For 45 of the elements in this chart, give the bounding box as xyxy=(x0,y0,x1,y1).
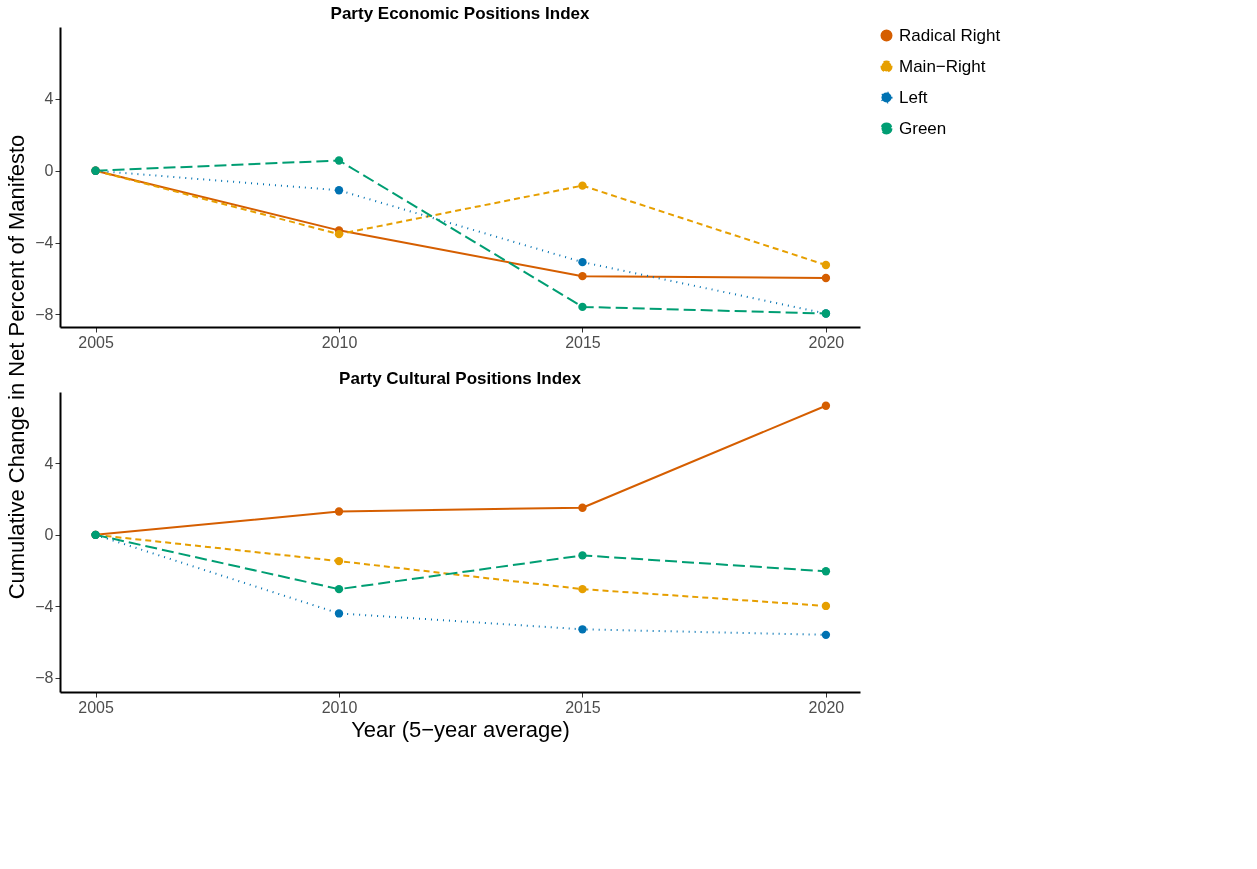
chart-title: Party Economic Positions Index xyxy=(330,4,590,23)
x-tick-label: 2010 xyxy=(321,333,358,351)
point xyxy=(334,584,344,594)
chart-title: Party Cultural Positions Index xyxy=(339,369,582,388)
y-tick-label: 4 xyxy=(44,90,54,108)
point xyxy=(334,156,344,165)
point xyxy=(334,186,344,195)
legend-label: Main−Right xyxy=(899,56,986,76)
x-tick-label: 2020 xyxy=(808,698,845,716)
point xyxy=(821,567,831,576)
legend-label: Green xyxy=(899,118,947,138)
point xyxy=(578,551,587,560)
x-axis-title: Year (5−year average) xyxy=(351,716,570,742)
legend-label: Radical Right xyxy=(899,25,1001,45)
y-tick-label: 4 xyxy=(44,454,54,472)
point xyxy=(578,271,587,281)
x-tick-label: 2005 xyxy=(78,333,114,351)
point xyxy=(578,503,587,512)
point xyxy=(821,273,831,283)
point xyxy=(334,556,344,566)
point xyxy=(578,181,587,190)
x-tick-label: 2005 xyxy=(78,698,114,716)
legend-label: Left xyxy=(899,87,928,107)
point xyxy=(578,584,587,594)
x-tick-label: 2015 xyxy=(565,333,601,351)
point xyxy=(821,401,831,410)
y-tick-label: −4 xyxy=(35,597,54,615)
y-tick-label: −8 xyxy=(35,669,54,687)
x-tick-label: 2015 xyxy=(565,698,601,716)
y-tick-label: −8 xyxy=(35,305,54,323)
y-tick-label: 0 xyxy=(44,526,54,544)
y-axis-title: Cumulative Change in Net Percent of Manifesto xyxy=(4,134,29,600)
point xyxy=(334,609,344,618)
y-tick-label: −4 xyxy=(35,234,54,252)
point xyxy=(821,630,831,640)
x-tick-label: 2020 xyxy=(808,333,845,351)
point xyxy=(821,601,831,611)
point xyxy=(578,625,587,634)
y-tick-label: 0 xyxy=(44,162,54,180)
point xyxy=(578,257,587,267)
point xyxy=(578,302,587,312)
point xyxy=(821,260,831,270)
x-tick-label: 2010 xyxy=(321,698,358,716)
point xyxy=(334,229,344,239)
point xyxy=(334,507,344,516)
